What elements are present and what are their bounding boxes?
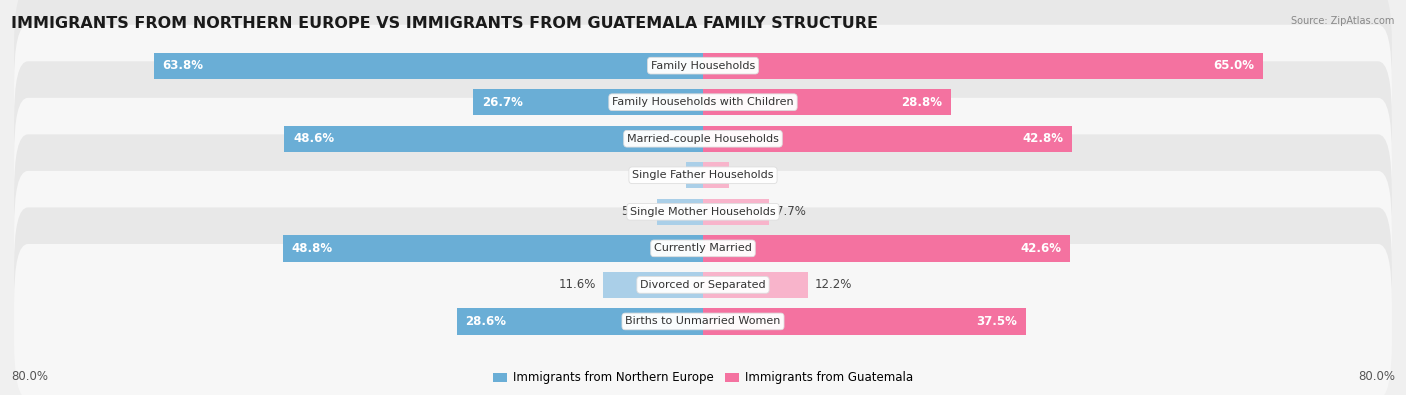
Text: 65.0%: 65.0%: [1213, 59, 1254, 72]
Bar: [703, 162, 728, 188]
Text: Divorced or Separated: Divorced or Separated: [640, 280, 766, 290]
Bar: [703, 89, 950, 115]
FancyBboxPatch shape: [14, 171, 1392, 326]
Text: 42.6%: 42.6%: [1021, 242, 1062, 255]
Bar: [153, 53, 703, 79]
FancyBboxPatch shape: [14, 134, 1392, 289]
Text: Married-couple Households: Married-couple Households: [627, 134, 779, 144]
Text: Family Households with Children: Family Households with Children: [612, 97, 794, 107]
FancyBboxPatch shape: [14, 61, 1392, 216]
FancyBboxPatch shape: [14, 244, 1392, 395]
Text: 12.2%: 12.2%: [815, 278, 852, 292]
Text: 7.7%: 7.7%: [776, 205, 806, 218]
Text: IMMIGRANTS FROM NORTHERN EUROPE VS IMMIGRANTS FROM GUATEMALA FAMILY STRUCTURE: IMMIGRANTS FROM NORTHERN EUROPE VS IMMIG…: [11, 16, 879, 31]
Legend: Immigrants from Northern Europe, Immigrants from Guatemala: Immigrants from Northern Europe, Immigra…: [488, 367, 918, 389]
Text: Births to Unmarried Women: Births to Unmarried Women: [626, 316, 780, 326]
Text: Single Father Households: Single Father Households: [633, 170, 773, 180]
Text: 28.6%: 28.6%: [465, 315, 506, 328]
Text: Source: ZipAtlas.com: Source: ZipAtlas.com: [1291, 16, 1395, 26]
Bar: [658, 199, 703, 225]
Text: Currently Married: Currently Married: [654, 243, 752, 253]
Text: 48.6%: 48.6%: [292, 132, 335, 145]
Text: 28.8%: 28.8%: [901, 96, 942, 109]
Bar: [703, 235, 1070, 261]
Bar: [703, 308, 1026, 335]
FancyBboxPatch shape: [14, 207, 1392, 362]
FancyBboxPatch shape: [14, 0, 1392, 143]
Text: 3.0%: 3.0%: [735, 169, 765, 182]
Bar: [686, 162, 703, 188]
Text: 48.8%: 48.8%: [291, 242, 332, 255]
Bar: [703, 53, 1263, 79]
Bar: [284, 126, 703, 152]
Text: 5.3%: 5.3%: [621, 205, 651, 218]
Text: 80.0%: 80.0%: [11, 370, 48, 383]
Bar: [283, 235, 703, 261]
Text: 26.7%: 26.7%: [482, 96, 523, 109]
Text: Family Households: Family Households: [651, 61, 755, 71]
Text: 80.0%: 80.0%: [1358, 370, 1395, 383]
Bar: [603, 272, 703, 298]
Text: 63.8%: 63.8%: [162, 59, 204, 72]
Bar: [703, 199, 769, 225]
Text: 37.5%: 37.5%: [976, 315, 1018, 328]
Bar: [472, 89, 703, 115]
FancyBboxPatch shape: [14, 25, 1392, 180]
Text: 11.6%: 11.6%: [558, 278, 596, 292]
FancyBboxPatch shape: [14, 98, 1392, 253]
Text: 42.8%: 42.8%: [1022, 132, 1063, 145]
Text: 2.0%: 2.0%: [650, 169, 679, 182]
Bar: [457, 308, 703, 335]
Text: Single Mother Households: Single Mother Households: [630, 207, 776, 217]
Bar: [703, 126, 1071, 152]
Bar: [703, 272, 808, 298]
